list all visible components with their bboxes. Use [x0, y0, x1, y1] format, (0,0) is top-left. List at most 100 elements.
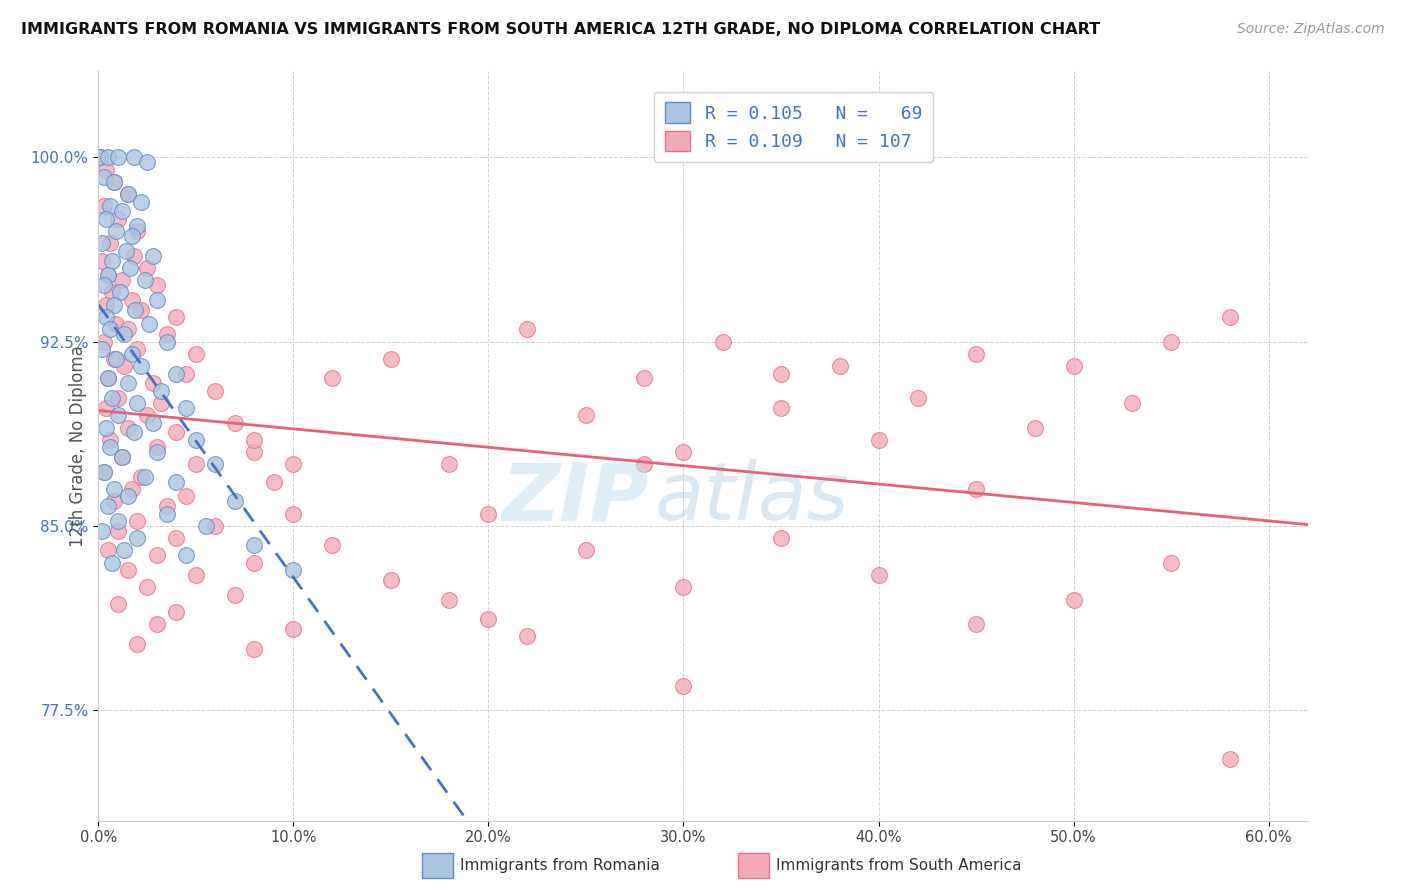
Point	[146, 617, 169, 632]
Point	[672, 445, 695, 459]
Point	[127, 224, 149, 238]
Point	[112, 359, 135, 373]
Point	[868, 433, 890, 447]
Point	[108, 285, 131, 300]
Point	[91, 524, 114, 538]
Point	[224, 494, 246, 508]
Point	[103, 482, 125, 496]
Point	[97, 371, 120, 385]
Point	[907, 391, 929, 405]
Point	[122, 150, 145, 164]
Point	[1024, 420, 1046, 434]
Point	[134, 469, 156, 483]
Point	[828, 359, 851, 373]
Point	[117, 489, 139, 503]
Legend: R = 0.105   N =   69, R = 0.109   N = 107: R = 0.105 N = 69, R = 0.109 N = 107	[654, 92, 934, 162]
Point	[136, 260, 159, 275]
Point	[98, 440, 121, 454]
Point	[122, 249, 145, 263]
Point	[107, 150, 129, 164]
Point	[184, 347, 207, 361]
Point	[243, 433, 266, 447]
Point	[965, 482, 987, 496]
Point	[111, 204, 134, 219]
Point	[965, 347, 987, 361]
Point	[1160, 334, 1182, 349]
Text: Immigrants from South America: Immigrants from South America	[776, 858, 1022, 872]
Point	[97, 371, 120, 385]
Point	[868, 568, 890, 582]
Point	[107, 598, 129, 612]
Point	[184, 568, 207, 582]
Point	[380, 351, 402, 366]
Point	[93, 169, 115, 184]
Point	[146, 445, 169, 459]
Point	[97, 543, 120, 558]
Point	[91, 253, 114, 268]
Point	[575, 409, 598, 423]
Point	[136, 155, 159, 169]
Text: Immigrants from Romania: Immigrants from Romania	[460, 858, 659, 872]
Point	[101, 253, 124, 268]
Text: ZIP: ZIP	[501, 459, 648, 538]
Point	[101, 391, 124, 405]
Point	[769, 367, 792, 381]
Point	[283, 563, 305, 577]
Point	[122, 425, 145, 440]
Point	[96, 310, 118, 324]
Point	[121, 482, 143, 496]
Point	[107, 514, 129, 528]
Point	[321, 371, 343, 385]
Point	[204, 384, 226, 398]
Point	[117, 420, 139, 434]
Point	[146, 293, 169, 307]
Point	[184, 458, 207, 472]
Point	[263, 475, 285, 489]
Point	[127, 514, 149, 528]
Point	[131, 359, 153, 373]
Point	[103, 175, 125, 189]
Point	[136, 409, 159, 423]
Point	[93, 278, 115, 293]
Point	[156, 499, 179, 513]
Point	[104, 224, 127, 238]
Y-axis label: 12th Grade, No Diploma: 12th Grade, No Diploma	[69, 345, 87, 547]
Point	[97, 268, 120, 283]
Point	[103, 175, 125, 189]
Point	[121, 229, 143, 244]
Point	[174, 549, 197, 563]
Point	[965, 617, 987, 632]
Point	[114, 244, 136, 258]
Point	[165, 367, 187, 381]
Point	[121, 347, 143, 361]
Point	[89, 150, 111, 164]
Point	[98, 199, 121, 213]
Point	[127, 342, 149, 356]
Point	[127, 637, 149, 651]
Point	[103, 494, 125, 508]
Point	[93, 465, 115, 479]
Point	[134, 273, 156, 287]
Point	[769, 531, 792, 545]
Point	[101, 556, 124, 570]
Point	[174, 367, 197, 381]
Point	[107, 211, 129, 226]
Point	[380, 573, 402, 587]
Point	[156, 507, 179, 521]
Point	[146, 549, 169, 563]
Point	[165, 475, 187, 489]
Point	[97, 150, 120, 164]
Point	[283, 458, 305, 472]
Point	[1121, 396, 1143, 410]
Point	[97, 499, 120, 513]
Text: Source: ZipAtlas.com: Source: ZipAtlas.com	[1237, 22, 1385, 37]
Point	[117, 187, 139, 202]
Point	[96, 211, 118, 226]
Point	[142, 376, 165, 391]
Point	[156, 327, 179, 342]
Point	[138, 318, 160, 332]
Point	[117, 376, 139, 391]
Point	[321, 539, 343, 553]
Point	[112, 543, 135, 558]
Text: IMMIGRANTS FROM ROMANIA VS IMMIGRANTS FROM SOUTH AMERICA 12TH GRADE, NO DIPLOMA : IMMIGRANTS FROM ROMANIA VS IMMIGRANTS FR…	[21, 22, 1101, 37]
